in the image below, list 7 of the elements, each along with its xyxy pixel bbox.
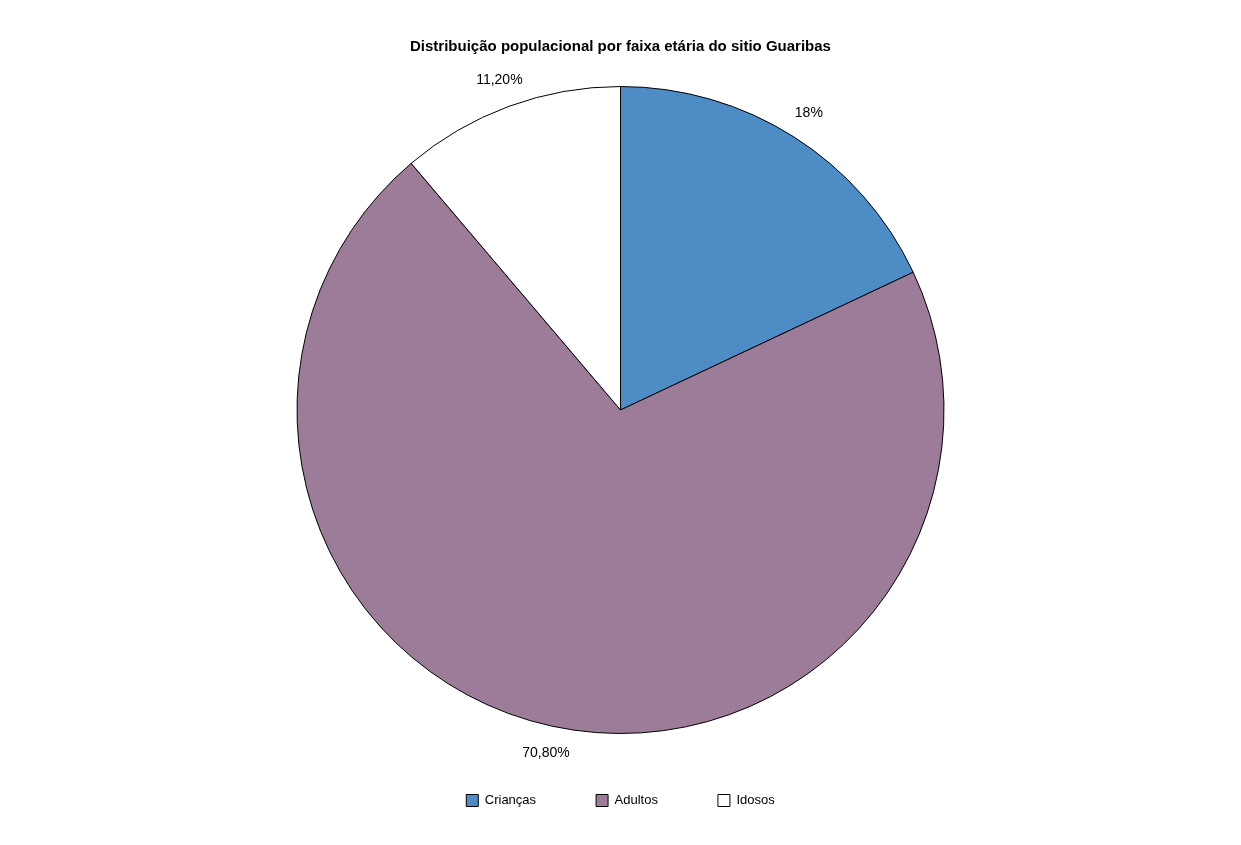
legend-label: Crianças: [484, 792, 537, 808]
data-label: 70,80%: [522, 744, 570, 761]
data-label: 11,20%: [476, 70, 523, 87]
legend-label: Adultos: [614, 792, 659, 808]
legend-label: Idosos: [736, 792, 776, 808]
data-label: 18%: [794, 104, 823, 121]
chart-title: Distribuição populacional por faixa etária do sitio Guaribas: [410, 37, 831, 55]
